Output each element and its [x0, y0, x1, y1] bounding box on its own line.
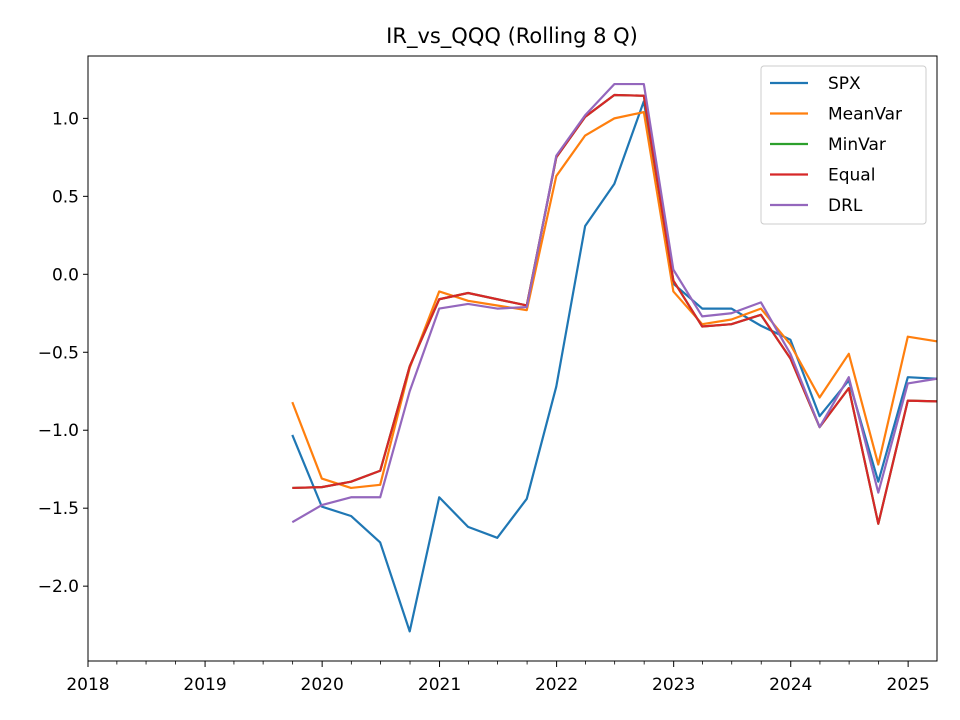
series-line-drl [291, 82, 937, 524]
x-tick-label: 2018 [66, 675, 109, 695]
y-tick-label: −1.0 [38, 421, 79, 441]
plot-frame [87, 55, 938, 662]
legend-label-drl: DRL [828, 196, 863, 216]
y-tick-label: 1.0 [52, 109, 79, 129]
legend-label-minvar: MinVar [828, 135, 886, 155]
series-line-spx [291, 100, 937, 633]
y-tick-label: −0.5 [38, 343, 79, 363]
x-tick-label: 2021 [418, 675, 461, 695]
legend-label-spx: SPX [828, 74, 861, 94]
x-tick-label: 2022 [535, 675, 578, 695]
legend-label-meanvar: MeanVar [828, 105, 902, 125]
x-tick-label: 2019 [183, 675, 226, 695]
series-lines [291, 82, 937, 633]
x-tick-label: 2020 [301, 675, 344, 695]
y-tick-label: −2.0 [38, 577, 79, 597]
axes: 1.0 0.5 0.0 −0.5 −1.0 −1.5 −2.0 2018 2019 2020 202… [38, 55, 938, 695]
y-tick-label: 0.0 [52, 265, 79, 285]
series-line-equal [292, 93, 937, 525]
y-tick-label: 0.5 [52, 187, 79, 207]
y-tick-label: −1.5 [38, 499, 79, 519]
chart-title: IR_vs_QQQ (Rolling 8 Q) [386, 24, 638, 49]
x-tick-label: 2023 [652, 675, 695, 695]
legend-box [760, 65, 927, 225]
series-line-meanvar [291, 111, 937, 490]
x-tick-label: 2024 [769, 675, 812, 695]
legend: SPX MeanVar MinVar Equal DRL [760, 65, 927, 225]
x-tick-label: 2025 [887, 675, 930, 695]
legend-label-equal: Equal [828, 166, 875, 186]
